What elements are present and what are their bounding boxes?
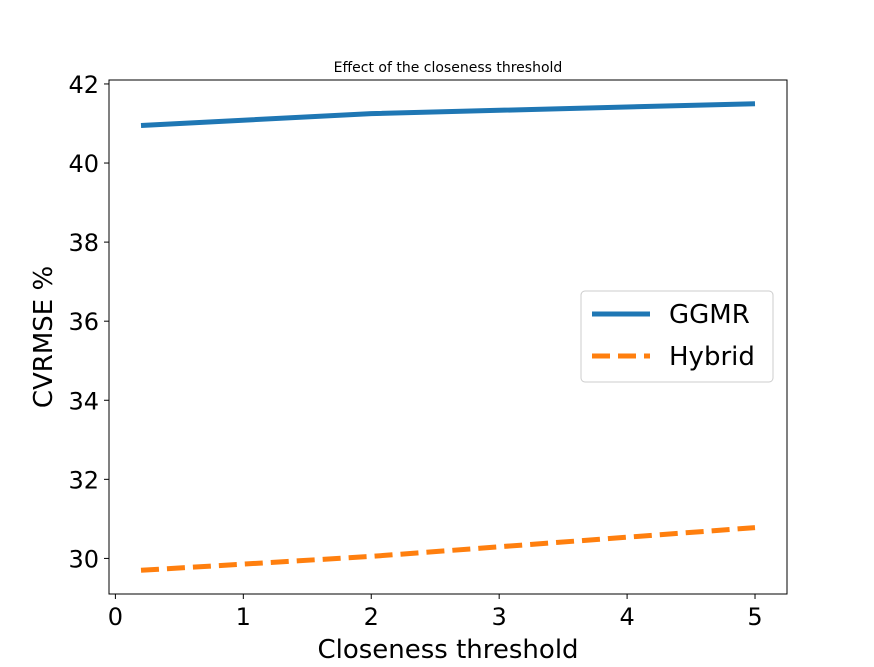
x-tick-label: 2 (364, 603, 379, 631)
y-tick-label: 30 (68, 545, 99, 573)
y-tick-label: 40 (68, 150, 99, 178)
chart-title: Effect of the closeness threshold (334, 60, 563, 76)
y-tick-label: 42 (68, 71, 99, 99)
legend-label-hybrid: Hybrid (669, 342, 755, 372)
plot-frame (108, 79, 788, 595)
plot-lines (140, 101, 756, 573)
y-axis: 30 32 34 36 38 40 42 (68, 71, 109, 573)
y-tick-label: 34 (68, 387, 99, 415)
x-tick-label: 1 (236, 603, 251, 631)
x-tick-label: 4 (619, 603, 634, 631)
x-tick-label: 3 (492, 603, 507, 631)
y-tick-label: 36 (68, 308, 99, 336)
y-tick-label: 38 (68, 229, 99, 257)
y-axis-label: CVRMSE % (29, 266, 59, 408)
legend-label-ggmr: GGMR (669, 300, 750, 330)
x-tick-label: 5 (747, 603, 762, 631)
x-axis-label: Closeness threshold (317, 635, 578, 665)
y-tick-label: 32 (68, 466, 99, 494)
series-line-ggmr (140, 101, 756, 128)
legend: GGMR Hybrid (580, 290, 774, 383)
x-tick-label: 0 (108, 603, 123, 631)
x-axis: 0 1 2 3 4 5 (108, 594, 763, 631)
